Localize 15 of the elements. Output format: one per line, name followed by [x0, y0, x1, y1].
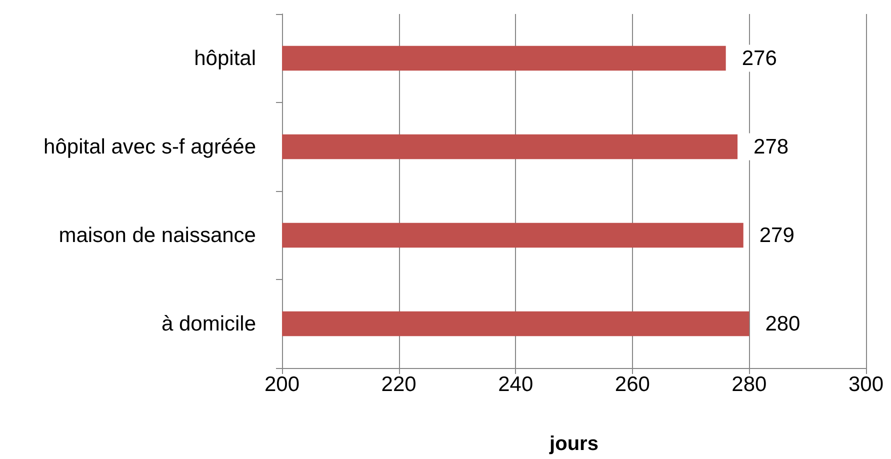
x-axis-title: jours — [548, 433, 598, 455]
data-label: 278 — [754, 135, 789, 158]
y-tick-label: hôpital avec s-f agréée — [44, 135, 256, 158]
y-tick-label: hôpital — [194, 46, 256, 70]
x-tick-label: 300 — [848, 373, 884, 396]
x-tick-label: 280 — [732, 373, 767, 396]
y-tick-label: maison de naissance — [58, 224, 256, 247]
data-label: 276 — [742, 46, 777, 70]
x-tick-label: 220 — [381, 373, 416, 396]
data-label: 279 — [759, 224, 794, 247]
x-tick-label: 260 — [614, 373, 650, 396]
y-tick-label: à domicile — [161, 312, 256, 336]
x-tick-label: 240 — [498, 373, 534, 396]
data-label: 280 — [765, 312, 800, 336]
x-tick-label: 200 — [264, 373, 300, 396]
